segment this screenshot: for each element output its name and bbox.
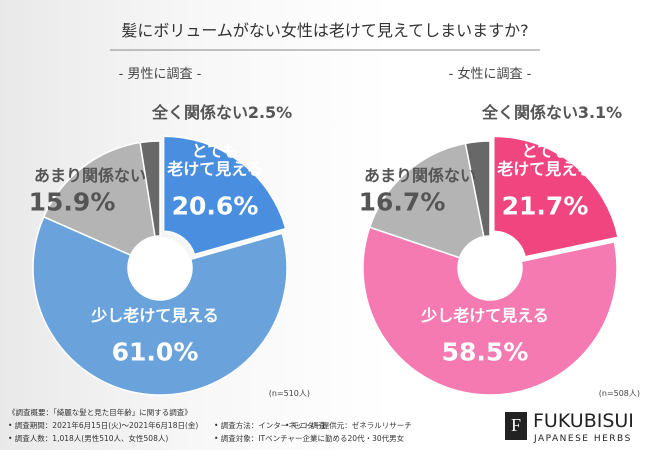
title: 髪にボリュームがない女性は老けて見えてしまいますか? (121, 21, 528, 40)
footer-line: • 調査対象：ITベンチャー企業に勤める20代・30代男女 (214, 434, 405, 443)
category-label: とても 老けて見える (167, 141, 263, 178)
slice (162, 135, 287, 256)
value-label: 58.5% (441, 337, 529, 367)
category-label: 全く関係ない (481, 103, 579, 123)
slice (139, 140, 161, 238)
footer-line: • 調査方法：インターネット調査 (214, 421, 326, 430)
value-label: 2.5% (247, 103, 293, 123)
category-label: 少し老けて見える (421, 306, 549, 326)
footer-line: • モニター提供元：ゼネラルリサーチ (285, 421, 412, 430)
logo-sub: JAPANESE HERBS (533, 434, 632, 444)
value-label: 20.6% (171, 191, 259, 221)
slice (368, 142, 485, 259)
category-label: あまり関係ない (363, 166, 477, 186)
sample-note: (n=510人) (269, 389, 310, 398)
donut-hole (129, 237, 191, 299)
sample-note: (n=508人) (599, 389, 640, 398)
subtitle: - 男性に調査 - (119, 67, 202, 82)
category-label: とても 老けて見える (497, 141, 593, 178)
value-label: 16.7% (358, 187, 446, 217)
slice (362, 226, 618, 396)
category-label: 少し老けて見える (91, 306, 219, 326)
value-label: 61.0% (111, 337, 199, 367)
subtitle: - 女性に調査 - (449, 66, 532, 82)
logo: FUKUBISUI (533, 410, 634, 432)
donut-hole (459, 237, 521, 299)
footer-line: • 調査期間：2021年6月15日(火)〜2021年6月18日(金) (8, 421, 199, 430)
category-label: あまり関係ない (33, 166, 147, 186)
slice (32, 215, 288, 396)
footer-line: • 調査人数：1,018人(男性510人、女性508人) (8, 434, 169, 443)
value-label: 21.7% (501, 191, 589, 221)
slice (42, 141, 156, 257)
value-label: 15.9% (28, 187, 116, 217)
value-label: 3.1% (577, 103, 623, 123)
footer-line: 《調査概要：「綺麗な髪と見た目年齢」に関する調査》 (8, 408, 192, 417)
slice (493, 135, 619, 258)
logo-mark: F (511, 415, 521, 435)
slice (464, 140, 491, 238)
logo-box (505, 412, 527, 440)
category-label: 全く関係ない (151, 103, 249, 123)
